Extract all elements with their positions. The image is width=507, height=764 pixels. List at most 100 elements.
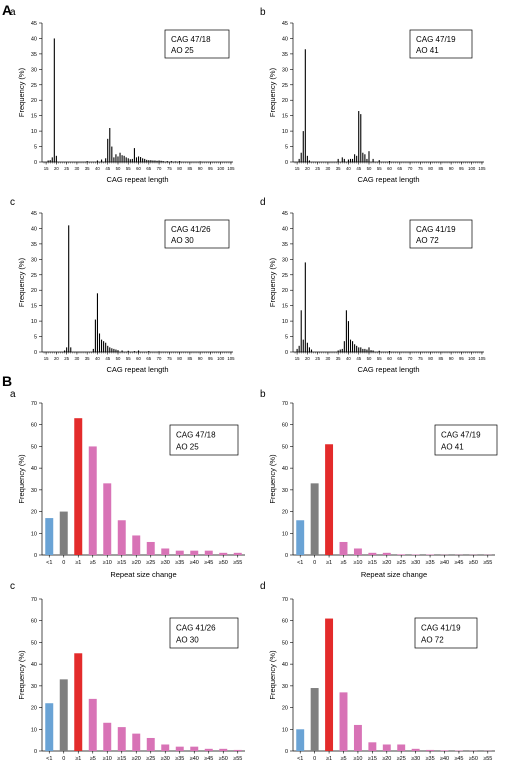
panel-bb-y-label: Frequency (%) bbox=[268, 454, 277, 504]
panel-aa-bar bbox=[129, 159, 131, 162]
panel-bd-y-tick-label: 20 bbox=[282, 706, 288, 712]
panel-ad-bar bbox=[345, 310, 347, 352]
panel-bb-annotation-line2: AO 41 bbox=[441, 443, 464, 452]
panel-ab-y-tick-label: 40 bbox=[282, 36, 288, 42]
panel-bb-x-tick-label: ≥5 bbox=[340, 560, 346, 566]
panel-ac-annotation-line2: AO 30 bbox=[171, 236, 194, 245]
panel-ad-y-tick-label: 0 bbox=[285, 350, 288, 356]
panel-bb-y-tick-label: 20 bbox=[282, 510, 288, 516]
panel-bc-y-label: Frequency (%) bbox=[17, 650, 26, 700]
panel-ab-annotation-box bbox=[409, 29, 473, 59]
panel-ac-bar bbox=[127, 350, 129, 352]
panel-ac-bar bbox=[113, 348, 115, 352]
panel-bb-x-tick-label: ≥15 bbox=[368, 560, 377, 566]
panel-aa-bar bbox=[111, 146, 113, 162]
panel-ac-y-tick-label: 10 bbox=[31, 319, 37, 325]
panel-aa-bar bbox=[125, 157, 127, 162]
panel-aa-bar bbox=[160, 160, 162, 162]
panel-aa-y-tick-label: 5 bbox=[34, 145, 37, 151]
panel-ad-annotation-box bbox=[409, 219, 473, 249]
panel-bd-x-tick-label: ≥35 bbox=[426, 756, 435, 762]
panel-aa-y-tick-label: 35 bbox=[31, 52, 37, 58]
panel-aa-annotation-box bbox=[164, 29, 230, 59]
panel-aa-x-tick-label: 60 bbox=[136, 166, 141, 171]
panel-bc-x-tick-label: ≥30 bbox=[161, 756, 170, 762]
panel-bc-annotation-line1: CAG 41/26 bbox=[176, 624, 216, 633]
panel-bc-x-tick-label: ≥1 bbox=[75, 756, 81, 762]
panel-ab-x-tick-label: 80 bbox=[428, 166, 433, 171]
panel-aa-bar bbox=[170, 161, 172, 162]
panel-aa-y-tick-label: 0 bbox=[34, 160, 37, 166]
panel-aa-x-tick-label: 35 bbox=[85, 166, 90, 171]
panel-ab-x-tick-label: 15 bbox=[295, 166, 300, 171]
panel-bb-bar bbox=[397, 554, 406, 555]
panel-aa-bar bbox=[152, 160, 154, 162]
panel-ad-x-tick-label: 20 bbox=[305, 356, 310, 361]
panel-ba-x-tick-label: ≥10 bbox=[103, 560, 112, 566]
panel-bc-bar bbox=[161, 744, 170, 751]
panel-ab-bar bbox=[352, 158, 354, 162]
panel-ad-x-tick-label: 80 bbox=[428, 356, 433, 361]
panel-aa-bar bbox=[86, 161, 88, 162]
panel-aa-x-tick-label: 85 bbox=[187, 166, 192, 171]
panel-ba-bar bbox=[190, 550, 199, 555]
panel-ab-x-tick-label: 60 bbox=[387, 166, 392, 171]
panel-ac-bar bbox=[98, 333, 101, 352]
panel-ba-y-tick-label: 60 bbox=[31, 423, 37, 429]
panel-ad-bar bbox=[343, 341, 345, 352]
panel-bd-y-label: Frequency (%) bbox=[268, 650, 277, 700]
panel-bc-x-tick-label: <1 bbox=[46, 756, 52, 762]
panel-aa-bar bbox=[109, 128, 111, 162]
panel-aa-bar bbox=[53, 38, 55, 162]
panel-ac-bar bbox=[92, 348, 94, 352]
panel-aa-bar bbox=[179, 161, 181, 162]
panel-ab-x-tick-label: 90 bbox=[449, 166, 454, 171]
panel-ac-y-tick-label: 35 bbox=[31, 242, 37, 248]
panel-ac-bar bbox=[66, 347, 68, 352]
panel-bc-bar bbox=[204, 748, 213, 751]
panel-ba-bar bbox=[219, 552, 228, 555]
panel-aa-bar bbox=[137, 156, 140, 162]
panel-aa-x-label: CAG repeat length bbox=[106, 175, 168, 184]
panel-ac-bar bbox=[137, 350, 140, 352]
section-label-b: B bbox=[2, 373, 12, 389]
panel-bb-y-tick-label: 0 bbox=[285, 553, 288, 559]
panel-aa-x-tick-label: 20 bbox=[54, 166, 59, 171]
panel-aa-bar bbox=[174, 161, 177, 162]
panel-aa-y-tick-label: 20 bbox=[31, 98, 37, 104]
panel-bc-bar bbox=[59, 679, 68, 751]
panel-ad-y-label: Frequency (%) bbox=[268, 257, 277, 307]
panel-ac-bar bbox=[68, 225, 70, 352]
panel-ba-bar bbox=[161, 548, 170, 555]
panel-ad-x-tick-label: 75 bbox=[418, 356, 423, 361]
panel-ab-x-tick-label: 40 bbox=[346, 166, 351, 171]
panel-aa-x-tick-label: 55 bbox=[126, 166, 131, 171]
panel-bd-bar bbox=[426, 749, 435, 751]
panel-bb-annotation-line1: CAG 47/19 bbox=[441, 431, 481, 440]
panel-aa-x-tick-label: 90 bbox=[198, 166, 203, 171]
panel-bc-y-tick-label: 30 bbox=[31, 684, 37, 690]
panel-ba-x-tick-label: ≥40 bbox=[190, 560, 199, 566]
panel-bd-bar bbox=[382, 744, 391, 751]
panel-ac-x-label: CAG repeat length bbox=[106, 365, 168, 374]
panel-ab-x-tick-label: 45 bbox=[356, 166, 361, 171]
panel-aa-x-tick-label: 25 bbox=[64, 166, 69, 171]
panel-ac-y-tick-label: 30 bbox=[31, 257, 37, 263]
panel-ba-y-tick-label: 20 bbox=[31, 510, 37, 516]
panel-bb-y-tick-label: 70 bbox=[282, 401, 288, 407]
panel-ab-y-tick-label: 15 bbox=[282, 114, 288, 120]
panel-ab-x-tick-label: 50 bbox=[367, 166, 372, 171]
panel-bc-y-tick-label: 20 bbox=[31, 706, 37, 712]
panel-aa-x-tick-label: 80 bbox=[177, 166, 182, 171]
panel-bc-bar bbox=[233, 749, 242, 751]
panel-aa-bar bbox=[107, 138, 109, 162]
panel-ad-bar bbox=[310, 349, 313, 352]
panel-bb-x-tick-label: <1 bbox=[297, 560, 303, 566]
section-label-a: A bbox=[2, 2, 12, 18]
panel-ab-y-tick-label: 30 bbox=[282, 67, 288, 73]
panel-aa-y-tick-label: 45 bbox=[31, 21, 37, 27]
panel-ab-bar bbox=[362, 152, 364, 162]
panel-aa-x-tick-label: 45 bbox=[105, 166, 110, 171]
panel-bc-bar bbox=[132, 733, 141, 751]
panel-ba-bar bbox=[88, 446, 97, 555]
